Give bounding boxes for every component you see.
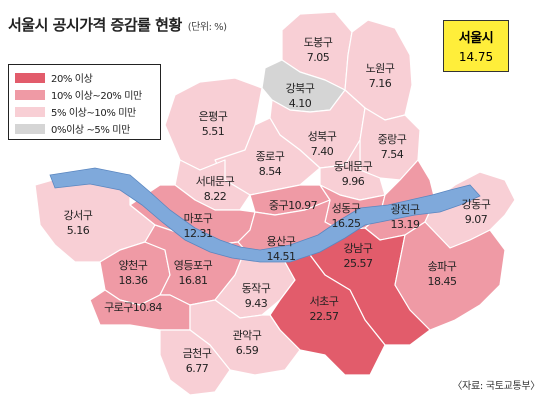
district-value-label: 6.77 bbox=[186, 362, 209, 375]
district-name-label: 성북구 bbox=[308, 130, 337, 143]
district-name-label: 노원구 bbox=[366, 62, 395, 75]
district-name-label: 영등포구 bbox=[174, 259, 213, 272]
district-value-label: 13.19 bbox=[391, 218, 420, 231]
legend: 20% 이상 10% 이상~20% 미만 5% 이상~10% 미만 0%이상 ~… bbox=[8, 64, 161, 140]
district-value-label: 5.16 bbox=[67, 224, 90, 237]
district-name-label: 마포구 bbox=[184, 212, 213, 225]
district-value-label: 7.54 bbox=[381, 148, 404, 161]
district-value-label: 7.40 bbox=[311, 145, 334, 158]
district-name-label: 서초구 bbox=[310, 295, 339, 308]
district-name-label: 강남구 bbox=[344, 242, 373, 255]
legend-item-over20: 20% 이상 bbox=[15, 69, 160, 86]
district-value-label: 22.57 bbox=[310, 310, 339, 323]
legend-item-5to10: 5% 이상~10% 미만 bbox=[15, 103, 160, 120]
district-value-label: 25.57 bbox=[344, 257, 373, 270]
district-name-label: 관악구 bbox=[233, 329, 262, 342]
district-value-label: 12.31 bbox=[184, 227, 213, 240]
district-value-label: 18.45 bbox=[428, 275, 457, 288]
district-value-label: 14.51 bbox=[267, 250, 296, 263]
district-name-label: 도봉구 bbox=[304, 36, 333, 49]
district-value-label: 8.54 bbox=[259, 165, 282, 178]
district-value-label: 8.22 bbox=[204, 190, 227, 203]
district-value-label: 9.07 bbox=[465, 213, 488, 226]
seoul-total-box: 서울시 14.75 bbox=[443, 20, 509, 72]
district-name-label: 동대문구 bbox=[334, 160, 373, 173]
district-금천구 bbox=[159, 329, 231, 396]
seoul-name: 서울시 bbox=[458, 31, 494, 46]
district-value-label: 18.36 bbox=[119, 274, 148, 287]
legend-swatch bbox=[15, 106, 45, 117]
legend-swatch bbox=[15, 123, 45, 134]
district-value-label: 9.96 bbox=[342, 175, 365, 188]
district-name-label: 양천구 bbox=[119, 258, 148, 272]
district-name-label: 금천구 bbox=[183, 346, 212, 360]
seoul-value: 14.75 bbox=[458, 50, 494, 64]
district-구로구 bbox=[89, 289, 191, 331]
district-value-label: 16.81 bbox=[179, 274, 208, 287]
han-river bbox=[49, 167, 481, 263]
unit-label: (단위: %) bbox=[187, 22, 227, 33]
district-value-label: 5.51 bbox=[202, 125, 225, 138]
district-name-label: 서대문구 bbox=[196, 175, 235, 188]
district-value-label: 4.10 bbox=[289, 97, 312, 110]
district-name-label: 송파구 bbox=[428, 260, 457, 273]
district-송파구 bbox=[394, 221, 506, 331]
legend-label: 10% 이상~20% 미만 bbox=[51, 91, 142, 102]
district-value-label: 7.05 bbox=[307, 51, 330, 64]
legend-swatch bbox=[15, 89, 45, 100]
district-value-label: 7.16 bbox=[369, 77, 392, 90]
legend-item-under5: 0%이상 ~5% 미만 bbox=[15, 120, 160, 137]
district-name-label: 성동구 bbox=[332, 202, 361, 215]
legend-swatch bbox=[15, 72, 45, 83]
district-name-label: 강북구 bbox=[286, 82, 315, 95]
district-value-label: 9.43 bbox=[245, 297, 268, 310]
legend-label: 5% 이상~10% 미만 bbox=[51, 108, 136, 119]
district-name-label: 동작구 bbox=[242, 282, 271, 295]
legend-item-10to20: 10% 이상~20% 미만 bbox=[15, 86, 160, 103]
legend-label: 0%이상 ~5% 미만 bbox=[51, 125, 130, 136]
district-label: 구로구10.84 bbox=[104, 301, 162, 314]
district-label: 중구10.97 bbox=[269, 199, 318, 212]
district-name-label: 용산구 bbox=[267, 235, 296, 248]
district-name-label: 광진구 bbox=[391, 203, 420, 216]
district-name-label: 중랑구 bbox=[378, 133, 407, 146]
title-text: 서울시 공시가격 증감률 현황 bbox=[8, 16, 182, 34]
map-title: 서울시 공시가격 증감률 현황 (단위: %) bbox=[8, 14, 227, 35]
district-name-label: 강서구 bbox=[64, 209, 93, 222]
source-note: 〈자료: 국토교통부〉 bbox=[452, 381, 540, 392]
district-value-label: 6.59 bbox=[236, 344, 259, 357]
district-name-label: 종로구 bbox=[256, 150, 285, 163]
district-value-label: 16.25 bbox=[332, 217, 361, 230]
legend-label: 20% 이상 bbox=[51, 74, 93, 85]
district-name-label: 강동구 bbox=[462, 198, 491, 211]
district-서초구 bbox=[269, 254, 386, 376]
district-name-label: 은평구 bbox=[199, 110, 228, 123]
